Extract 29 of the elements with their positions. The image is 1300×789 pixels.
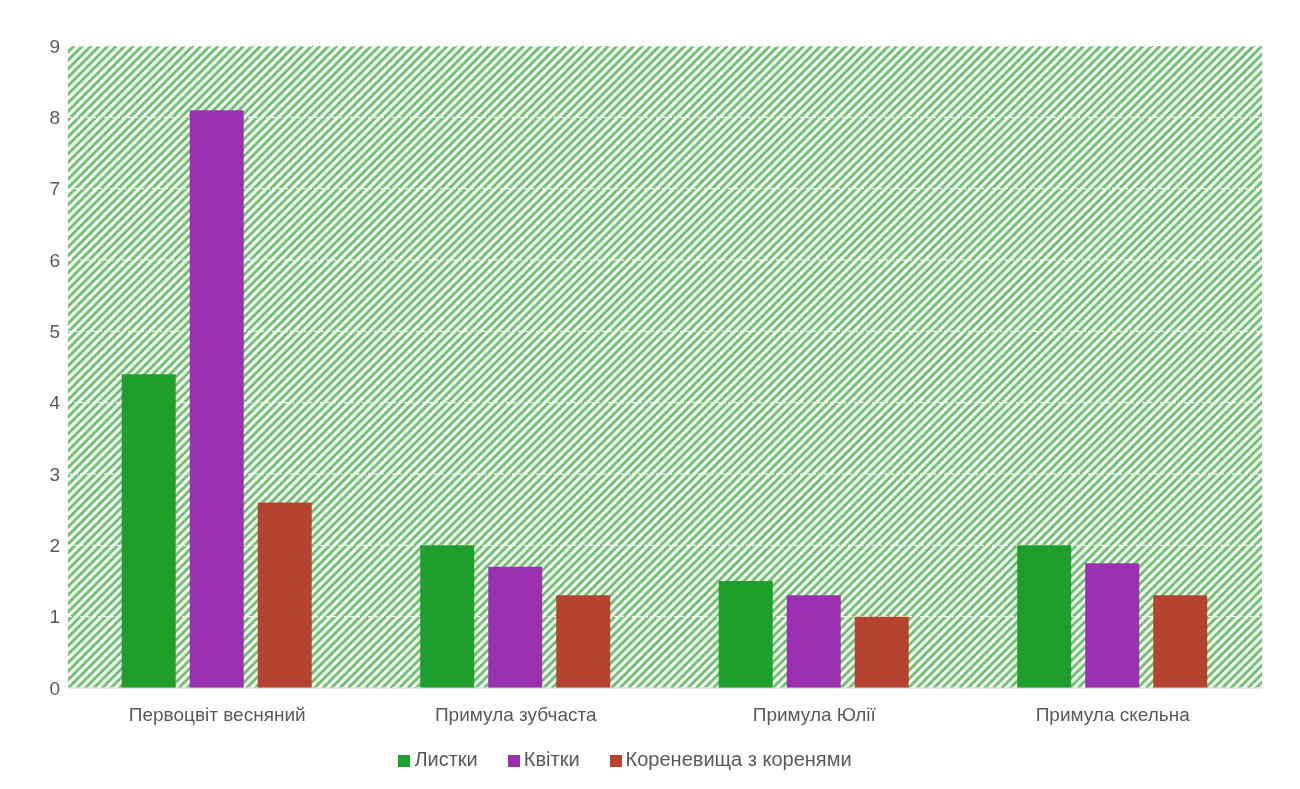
y-tick-label: 8 (49, 107, 60, 129)
y-tick-label: 9 (49, 35, 60, 57)
x-tick-label: Примула Юлії (752, 704, 877, 726)
bar (257, 502, 312, 688)
bar (121, 374, 176, 688)
x-tick-label: Примула скельна (1035, 704, 1191, 726)
y-tick-label: 6 (49, 249, 60, 271)
y-tick-label: 2 (49, 535, 60, 557)
bar (420, 545, 475, 688)
y-tick-label: 1 (49, 606, 60, 628)
bar (488, 566, 543, 688)
y-tick-label: 0 (49, 677, 60, 699)
legend-label: Кореневища з коренями (625, 748, 852, 770)
bar (189, 110, 244, 688)
x-tick-label: Первоцвіт весняний (128, 704, 306, 726)
legend-label: Листки (414, 748, 478, 770)
bar (1017, 545, 1072, 688)
y-tick-label: 4 (49, 392, 61, 414)
bar (718, 581, 773, 688)
bar (1085, 563, 1140, 688)
legend-label: Квітки (523, 748, 580, 770)
bar (854, 616, 909, 688)
y-tick-label: 3 (49, 463, 60, 485)
y-tick-label: 7 (49, 178, 60, 200)
y-tick-label: 5 (49, 321, 60, 343)
bar (556, 595, 611, 688)
bar (786, 595, 841, 688)
x-tick-label: Примула зубчаста (434, 704, 597, 726)
bar (1153, 595, 1208, 688)
